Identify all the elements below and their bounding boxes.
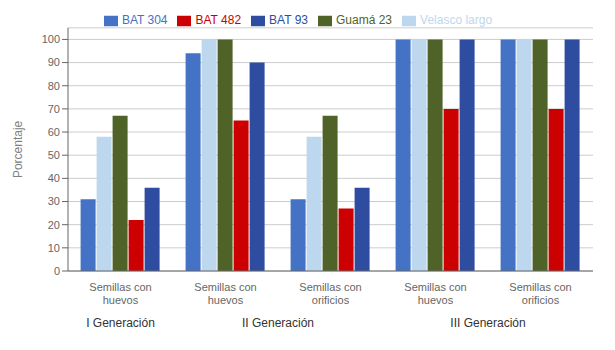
svg-text:I Generación: I Generación (86, 316, 155, 330)
svg-text:0: 0 (54, 265, 60, 277)
html-text:BAT 304: BAT 304 (121, 13, 168, 27)
svg-text:70: 70 (48, 103, 60, 115)
svg-text:40: 40 (48, 172, 60, 184)
svg-text:30: 30 (48, 195, 60, 207)
svg-text:Semillas conorificios: Semillas conorificios (299, 281, 361, 306)
svg-text:90: 90 (48, 56, 60, 68)
svg-text:III Generación: III Generación (450, 316, 525, 330)
svg-text:Semillas conhuevos: Semillas conhuevos (89, 281, 151, 306)
svg-text:100: 100 (42, 33, 60, 45)
svg-text:10: 10 (48, 242, 60, 254)
svg-text:Porcentaje: Porcentaje (11, 120, 25, 178)
html-text:Velasco largo: Velasco largo (420, 13, 493, 27)
html-text:BAT 482: BAT 482 (195, 13, 242, 27)
svg-text:Semillas conhuevos: Semillas conhuevos (404, 281, 466, 306)
svg-text:II Generación: II Generación (242, 316, 314, 330)
svg-text:80: 80 (48, 80, 60, 92)
html-text:BAT 93: BAT 93 (269, 13, 308, 27)
svg-text:20: 20 (48, 219, 60, 231)
html-text:Guamá 23: Guamá 23 (336, 13, 392, 27)
svg-text:Semillas conhuevos: Semillas conhuevos (194, 281, 256, 306)
svg-text:50: 50 (48, 149, 60, 161)
svg-text:60: 60 (48, 126, 60, 138)
svg-text:Semillas conorificios: Semillas conorificios (509, 281, 571, 306)
